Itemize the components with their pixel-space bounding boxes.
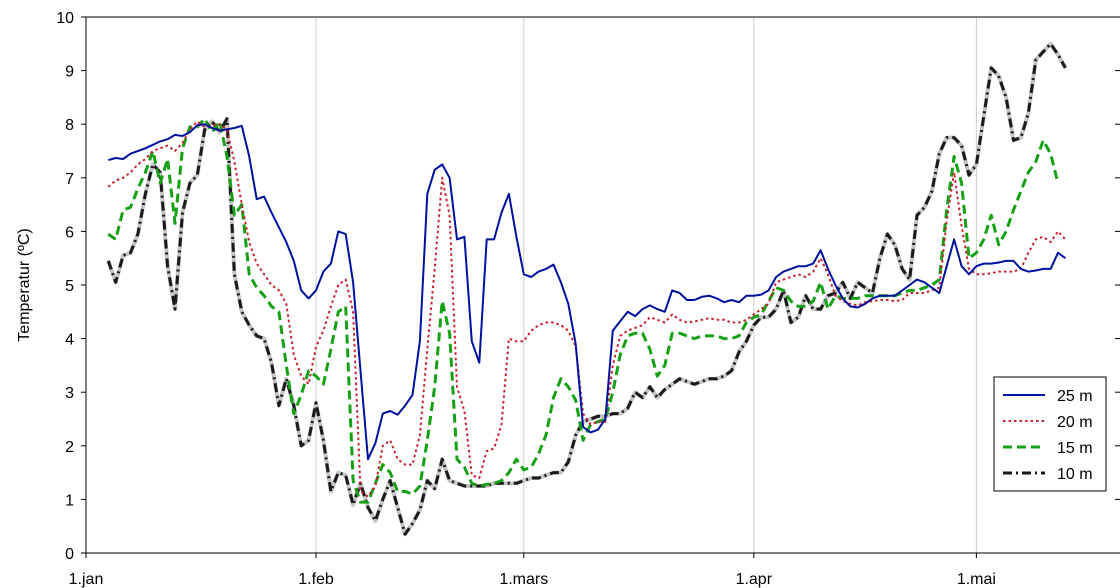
y-tick-label: 7	[65, 171, 74, 188]
y-tick-label: 1	[65, 492, 74, 509]
x-tick-label: 1.mai	[957, 571, 996, 588]
y-tick-label: 10	[56, 10, 74, 27]
y-axis-title: Temperatur (ºC)	[16, 228, 33, 341]
legend-label: 15 m	[1057, 440, 1093, 457]
y-tick-label: 4	[65, 332, 74, 349]
x-tick-label: 1.jan	[69, 571, 104, 588]
plot-background	[86, 17, 1120, 553]
legend: 25 m 20 m 15 m 10 m	[993, 376, 1107, 492]
y-tick-label: 9	[65, 64, 74, 81]
legend-label: 20 m	[1057, 414, 1093, 431]
vertical-gridlines	[315, 17, 977, 553]
y-tick-label: 6	[65, 224, 74, 241]
series-line-25m	[108, 123, 1066, 461]
y-tick-label: 3	[65, 385, 74, 402]
series-line-20m	[107, 120, 1067, 498]
y-tick-label: 8	[65, 117, 74, 134]
legend-label: 10 m	[1057, 466, 1093, 483]
y-tick-label: 0	[65, 546, 74, 563]
x-ticks: 1.jan 1.feb 1.mars 1.apr 1.mai	[69, 553, 996, 588]
y-ticks: 0 1 2 3 4 5 6 7 8 9 10	[56, 10, 1120, 563]
legend-label: 25 m	[1057, 388, 1093, 405]
series-line-15m	[107, 117, 1060, 504]
series-lines	[106, 41, 1068, 537]
y-tick-label: 5	[65, 278, 74, 295]
x-tick-label: 1.feb	[298, 571, 334, 588]
x-tick-label: 1.apr	[736, 571, 773, 588]
y-tick-label: 2	[65, 439, 74, 456]
x-tick-label: 1.mars	[499, 571, 548, 588]
